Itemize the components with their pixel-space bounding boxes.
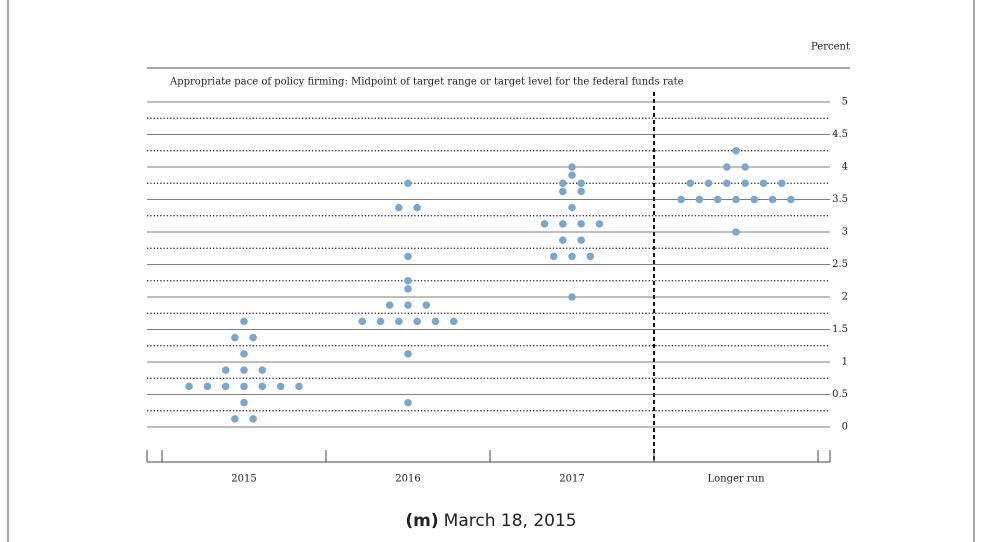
y-tick-label: 2 (842, 292, 848, 303)
dot (449, 317, 458, 326)
dot (431, 317, 440, 326)
caption-label: (m) (405, 511, 438, 531)
dot (732, 228, 740, 236)
dot (404, 398, 412, 407)
dot (559, 187, 567, 196)
dot (787, 195, 795, 204)
dot (768, 195, 777, 204)
dot (376, 317, 385, 326)
dot (750, 195, 759, 204)
dot (586, 252, 595, 261)
dot (686, 179, 695, 188)
dot (540, 220, 549, 228)
dot (258, 382, 267, 391)
y-tick-label: 0.5 (832, 389, 848, 400)
caption-text: March 18, 2015 (444, 511, 577, 531)
dot (221, 382, 230, 391)
dot (276, 382, 285, 391)
dot (422, 301, 431, 309)
chart-title: Appropriate pace of policy firming: Midp… (169, 77, 684, 88)
dot (203, 382, 212, 391)
dot (549, 252, 558, 261)
y-tick-label: 4.5 (832, 129, 848, 140)
dot (713, 195, 722, 204)
dot (777, 179, 786, 188)
x-tick-label: Longer run (707, 474, 765, 485)
dot (258, 366, 267, 374)
x-tick-label: 2017 (559, 474, 584, 485)
dot (559, 236, 567, 244)
dot (185, 382, 193, 391)
dot (404, 285, 412, 293)
dot (759, 179, 768, 188)
y-tick-label: 0 (842, 422, 848, 433)
dot (395, 203, 403, 212)
dot (249, 333, 257, 342)
dot (240, 366, 248, 374)
dot (577, 220, 585, 228)
dot (404, 301, 412, 309)
dot (358, 317, 367, 326)
dot (404, 276, 412, 285)
dot (723, 163, 731, 171)
dot (413, 317, 421, 326)
dot (732, 146, 740, 155)
dot (741, 163, 749, 171)
dot (704, 179, 713, 188)
dot (577, 179, 585, 188)
y-tick-label: 5 (842, 97, 848, 108)
dot (240, 317, 248, 326)
dot (559, 179, 567, 188)
dot (568, 171, 576, 179)
dot (231, 415, 239, 423)
dot (677, 195, 685, 204)
x-tick-label: 2016 (395, 474, 420, 485)
dot (240, 350, 248, 358)
dot (404, 350, 412, 358)
dot (385, 301, 394, 309)
dot (595, 220, 604, 228)
frame (7, 0, 975, 542)
dot (732, 195, 740, 204)
dot (568, 293, 576, 301)
y-tick-label: 3.5 (832, 194, 848, 205)
dot (695, 195, 704, 204)
dot (240, 382, 248, 391)
dot (395, 317, 403, 326)
dot (295, 382, 303, 391)
dot (249, 415, 257, 423)
dot (231, 333, 239, 342)
dot (577, 236, 585, 244)
y-tick-label: 2.5 (832, 259, 848, 270)
dot (723, 179, 731, 188)
dot (221, 366, 230, 374)
y-tick-label: 3 (842, 227, 848, 238)
y-tick-label: 1 (842, 357, 848, 368)
dot (568, 163, 576, 171)
y-tick-label: 4 (842, 162, 848, 173)
dot (741, 179, 749, 188)
x-tick-label: 2015 (231, 474, 256, 485)
dot (559, 220, 567, 228)
dot (568, 203, 576, 212)
dot (404, 179, 412, 188)
dot (404, 252, 412, 261)
y-tick-label: 1.5 (832, 324, 848, 335)
dot (413, 203, 421, 212)
y-unit: Percent (811, 42, 850, 53)
dot (568, 252, 576, 261)
dot (240, 398, 248, 407)
dot (577, 187, 585, 196)
